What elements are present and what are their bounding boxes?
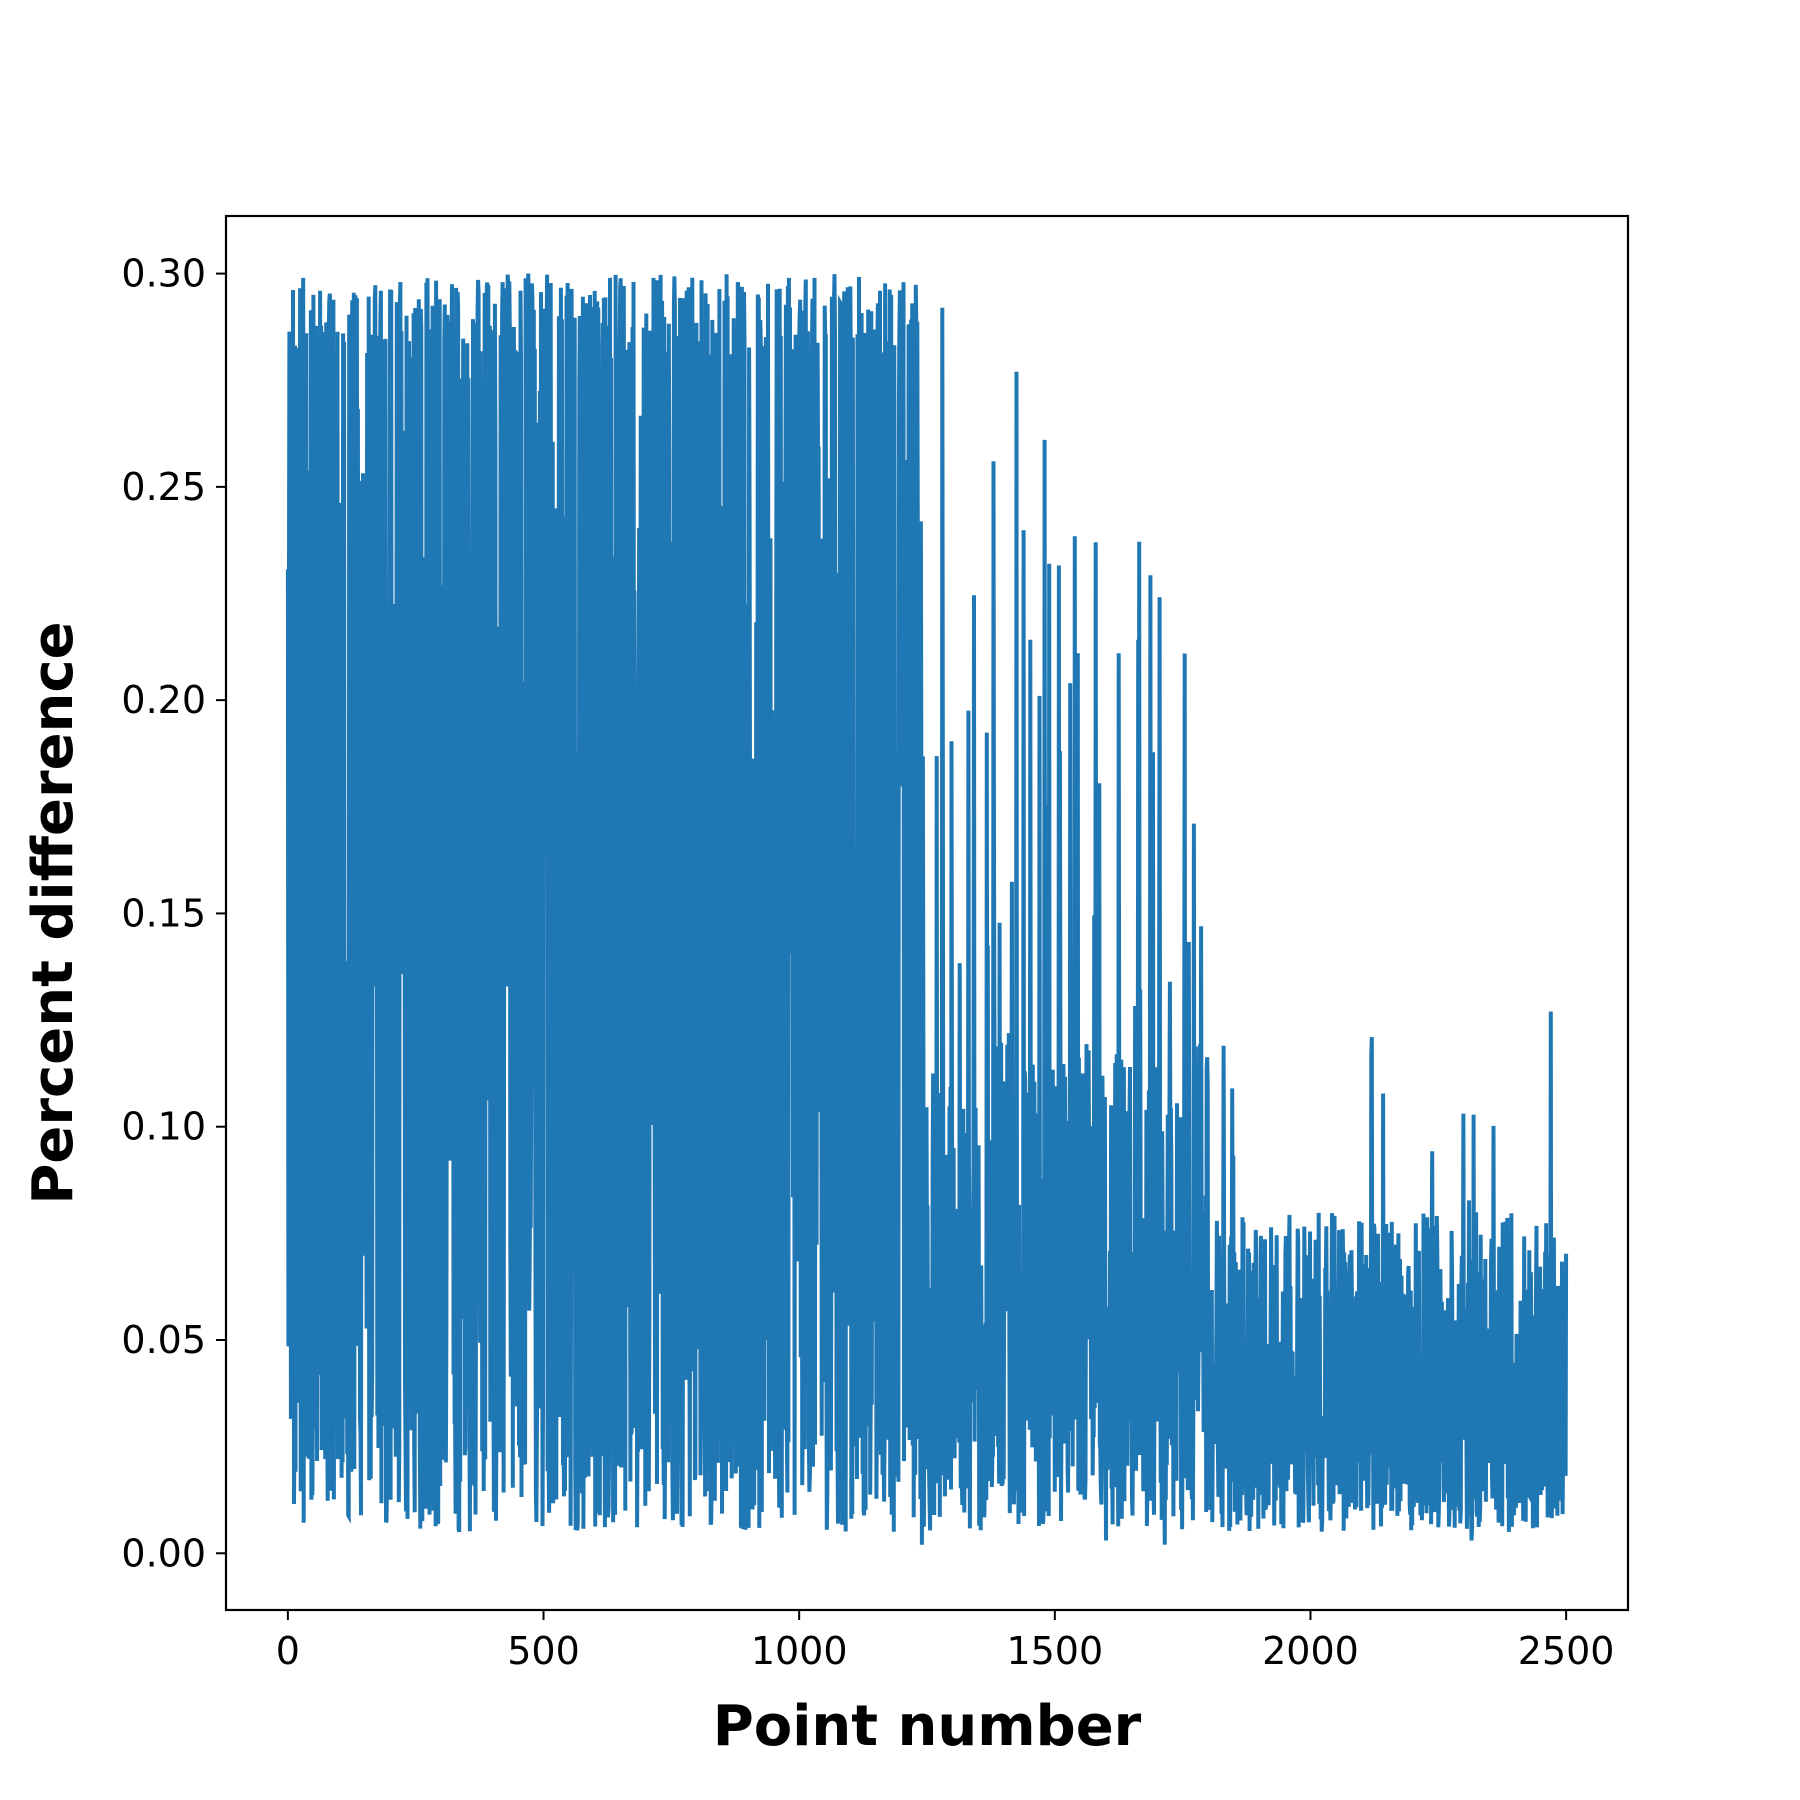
y-tick-label: 0.30 — [121, 252, 206, 296]
x-tick-label: 2000 — [1262, 1629, 1359, 1673]
y-axis-ticks: 0.00 0.05 0.10 0.15 0.20 0.25 0.30 — [121, 252, 226, 1575]
y-tick-label: 0.10 — [121, 1105, 206, 1149]
x-tick-label: 1500 — [1006, 1629, 1103, 1673]
y-tick-label: 0.20 — [121, 678, 206, 722]
y-tick-label: 0.00 — [121, 1531, 206, 1575]
y-tick-label: 0.05 — [121, 1318, 206, 1362]
y-tick-label: 0.15 — [121, 891, 206, 935]
y-tick-label: 0.25 — [121, 465, 206, 509]
x-tick-label: 1000 — [751, 1629, 848, 1673]
x-tick-label: 2500 — [1518, 1629, 1615, 1673]
series-line — [285, 273, 1569, 1545]
x-tick-label: 500 — [507, 1629, 580, 1673]
x-axis-ticks: 0 500 1000 1500 2000 2500 — [276, 1610, 1615, 1673]
x-tick-label: 0 — [276, 1629, 300, 1673]
series-layer — [285, 273, 1569, 1545]
y-axis-label: Percent difference — [21, 621, 86, 1204]
x-axis-label: Point number — [713, 1694, 1142, 1759]
